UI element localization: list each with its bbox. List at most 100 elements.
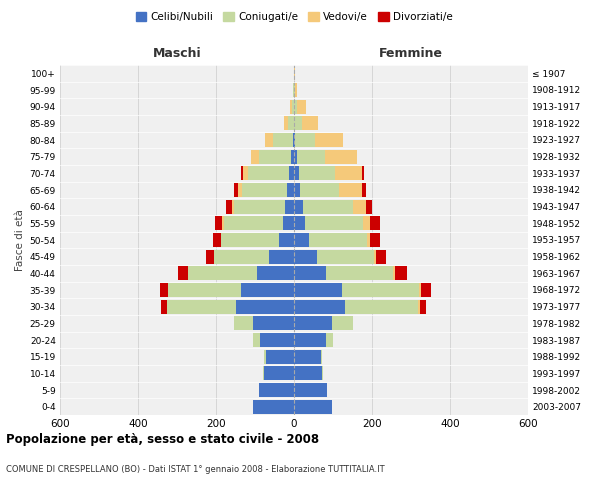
- Bar: [294, 283, 431, 297]
- Bar: [294, 383, 327, 397]
- Bar: [253, 316, 294, 330]
- Bar: [294, 233, 367, 247]
- Bar: [279, 233, 294, 247]
- Bar: [222, 216, 294, 230]
- Bar: [294, 133, 343, 147]
- Bar: [215, 216, 294, 230]
- Bar: [242, 183, 294, 197]
- Bar: [294, 216, 380, 230]
- Bar: [294, 250, 374, 264]
- Bar: [284, 116, 294, 130]
- Bar: [294, 83, 297, 97]
- Bar: [294, 200, 353, 214]
- Bar: [294, 316, 332, 330]
- Legend: Celibi/Nubili, Coniugati/e, Vedovi/e, Divorziati/e: Celibi/Nubili, Coniugati/e, Vedovi/e, Di…: [131, 8, 457, 26]
- Bar: [294, 250, 376, 264]
- Bar: [253, 400, 294, 414]
- Bar: [253, 333, 294, 347]
- Bar: [294, 83, 297, 97]
- Bar: [264, 350, 294, 364]
- Bar: [167, 300, 294, 314]
- Bar: [251, 150, 294, 164]
- Bar: [265, 133, 294, 147]
- Bar: [259, 383, 294, 397]
- Bar: [294, 300, 426, 314]
- Bar: [221, 233, 294, 247]
- Bar: [294, 216, 362, 230]
- Bar: [286, 200, 294, 214]
- Bar: [290, 100, 294, 114]
- Bar: [178, 266, 294, 280]
- Bar: [294, 183, 366, 197]
- Bar: [294, 383, 327, 397]
- Bar: [294, 266, 395, 280]
- Text: Popolazione per età, sesso e stato civile - 2008: Popolazione per età, sesso e stato civil…: [6, 432, 319, 446]
- Bar: [294, 150, 357, 164]
- Bar: [259, 383, 294, 397]
- Bar: [293, 133, 294, 147]
- Bar: [233, 316, 294, 330]
- Bar: [259, 383, 294, 397]
- Bar: [294, 200, 366, 214]
- Bar: [294, 150, 297, 164]
- Bar: [294, 316, 353, 330]
- Bar: [221, 233, 294, 247]
- Bar: [294, 83, 295, 97]
- Bar: [294, 316, 353, 330]
- Bar: [294, 350, 320, 364]
- Bar: [206, 250, 294, 264]
- Bar: [294, 250, 317, 264]
- Bar: [263, 366, 294, 380]
- Bar: [293, 83, 294, 97]
- Bar: [224, 216, 294, 230]
- Bar: [294, 183, 339, 197]
- Bar: [293, 83, 294, 97]
- Bar: [294, 266, 326, 280]
- Y-axis label: Fasce di età: Fasce di età: [16, 209, 25, 271]
- Bar: [253, 400, 294, 414]
- Bar: [294, 333, 326, 347]
- Bar: [242, 166, 294, 180]
- Bar: [294, 366, 323, 380]
- Bar: [253, 333, 294, 347]
- Bar: [264, 350, 294, 364]
- Bar: [290, 100, 294, 114]
- Bar: [294, 400, 332, 414]
- Bar: [294, 100, 306, 114]
- Bar: [248, 166, 294, 180]
- Bar: [294, 283, 341, 297]
- Bar: [264, 350, 294, 364]
- Bar: [294, 333, 333, 347]
- Bar: [294, 300, 420, 314]
- Bar: [294, 283, 419, 297]
- Text: Maschi: Maschi: [152, 47, 202, 60]
- Bar: [260, 333, 294, 347]
- Bar: [294, 350, 322, 364]
- Bar: [294, 300, 418, 314]
- Bar: [294, 216, 370, 230]
- Bar: [294, 200, 302, 214]
- Bar: [294, 366, 322, 380]
- Bar: [234, 200, 294, 214]
- Bar: [294, 133, 343, 147]
- Bar: [294, 183, 362, 197]
- Bar: [238, 183, 294, 197]
- Bar: [294, 66, 295, 80]
- Bar: [235, 183, 294, 197]
- Bar: [263, 366, 294, 380]
- Bar: [294, 133, 314, 147]
- Bar: [259, 150, 294, 164]
- Bar: [294, 66, 295, 80]
- Bar: [294, 216, 305, 230]
- Bar: [257, 266, 294, 280]
- Bar: [294, 266, 393, 280]
- Bar: [213, 233, 294, 247]
- Bar: [241, 283, 294, 297]
- Bar: [214, 250, 294, 264]
- Bar: [259, 383, 294, 397]
- Bar: [233, 316, 294, 330]
- Bar: [294, 116, 318, 130]
- Bar: [294, 400, 332, 414]
- Bar: [294, 233, 370, 247]
- Bar: [294, 350, 322, 364]
